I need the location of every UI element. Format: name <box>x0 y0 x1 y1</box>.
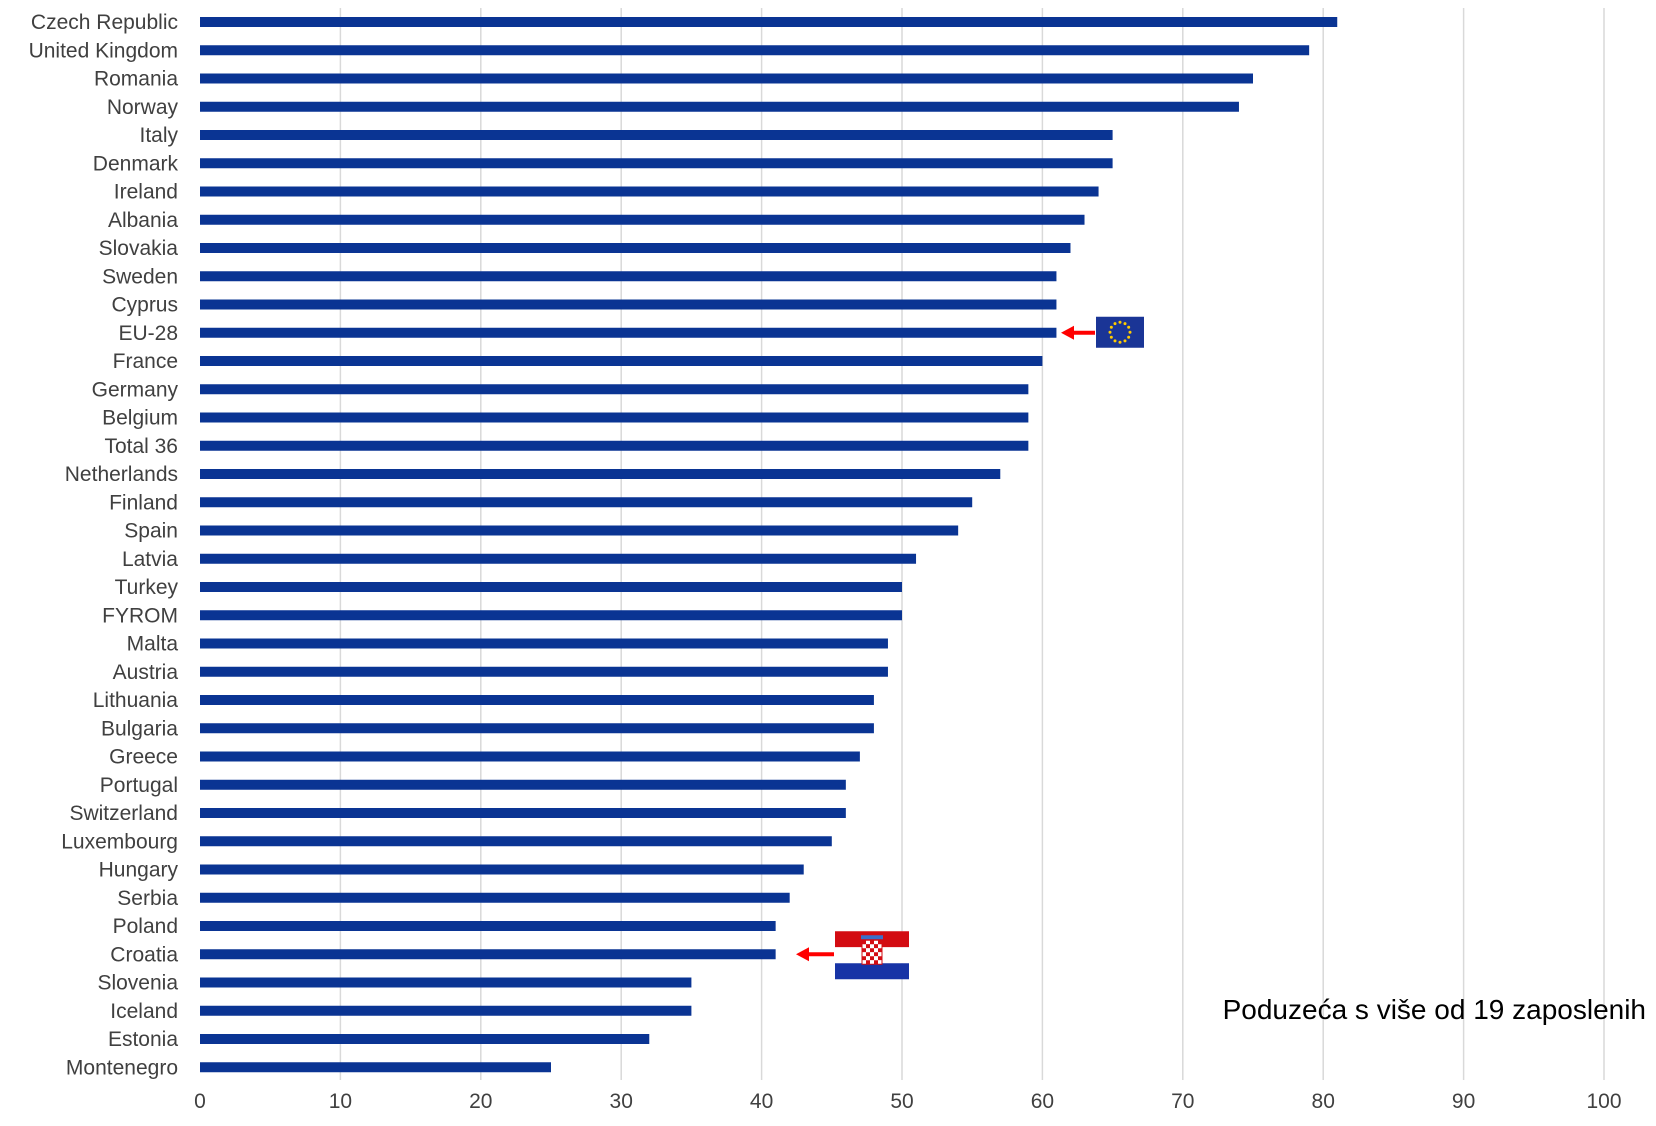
bar <box>200 610 902 621</box>
category-label: Slovenia <box>97 972 178 995</box>
x-tick-label: 0 <box>194 1090 206 1113</box>
bar <box>200 949 776 960</box>
bar <box>200 130 1113 140</box>
x-tick-label: 10 <box>329 1090 352 1113</box>
bar <box>200 271 1057 282</box>
bar <box>200 892 790 903</box>
bar <box>200 666 888 677</box>
bar <box>200 525 959 536</box>
category-label: Total 36 <box>104 435 178 458</box>
category-label: Romania <box>94 68 178 91</box>
bar <box>200 356 1043 366</box>
pointer-arrowhead <box>796 947 809 962</box>
category-label: Cyprus <box>111 294 178 317</box>
bar <box>200 779 846 790</box>
category-label: Iceland <box>110 1000 178 1023</box>
category-label: FYROM <box>102 604 178 627</box>
x-tick-label: 100 <box>1586 1090 1621 1113</box>
bar <box>200 497 973 508</box>
bar <box>200 1034 650 1044</box>
category-label: Portugal <box>100 774 178 797</box>
bar <box>200 1062 551 1073</box>
x-tick-label: 90 <box>1452 1090 1475 1113</box>
bar <box>200 808 846 818</box>
bar <box>200 582 902 592</box>
x-tick-label: 70 <box>1171 1090 1194 1113</box>
x-tick-labels: 0 10 20 30 40 50 60 70 80 90 100 <box>194 1090 1621 1113</box>
category-label: Estonia <box>108 1028 178 1051</box>
category-label: Denmark <box>93 152 179 175</box>
category-label: Sweden <box>102 265 178 288</box>
x-tick-label: 20 <box>469 1090 492 1113</box>
category-label: Finland <box>109 491 178 514</box>
croatia-flag-icon <box>835 931 909 980</box>
category-label: Spain <box>124 520 178 543</box>
category-labels: Czech Republic United Kingdom Romania Norwa… <box>29 11 179 1079</box>
bar <box>200 695 874 705</box>
category-label: Montenegro <box>66 1056 178 1079</box>
category-label: Switzerland <box>69 802 178 825</box>
bar <box>200 384 1029 395</box>
category-label: Czech Republic <box>31 11 178 34</box>
category-label: EU-28 <box>118 322 178 345</box>
category-label: Hungary <box>99 859 179 882</box>
bar <box>200 73 1253 84</box>
category-label: Luxembourg <box>61 830 178 853</box>
bar <box>200 101 1239 112</box>
bar <box>200 1005 692 1016</box>
bar <box>200 638 888 649</box>
bar <box>200 921 776 931</box>
category-label: United Kingdom <box>29 39 178 62</box>
bar <box>200 751 860 762</box>
bar <box>200 158 1113 169</box>
bar <box>200 836 832 847</box>
x-tick-label: 60 <box>1031 1090 1054 1113</box>
highlight-markers <box>796 316 1144 980</box>
category-label: Netherlands <box>65 463 178 486</box>
bar <box>200 469 1001 479</box>
category-label: Greece <box>109 746 178 769</box>
category-label: France <box>113 350 178 373</box>
bar <box>200 864 804 875</box>
category-label: Slovakia <box>99 237 179 260</box>
category-label: Latvia <box>122 548 178 571</box>
bar <box>200 17 1338 27</box>
bar <box>200 977 692 988</box>
category-label: Turkey <box>115 576 179 599</box>
bar <box>200 440 1029 451</box>
bar <box>200 327 1057 338</box>
chart-annotation: Poduzeća s više od 19 zaposlenih <box>1223 994 1646 1025</box>
category-label: Lithuania <box>93 689 179 712</box>
category-label: Austria <box>113 661 179 684</box>
category-label: Italy <box>139 124 178 147</box>
category-label: Poland <box>113 915 178 938</box>
bar <box>200 186 1099 197</box>
x-tick-label: 50 <box>890 1090 913 1113</box>
x-tick-label: 40 <box>750 1090 773 1113</box>
x-tick-label: 30 <box>610 1090 633 1113</box>
x-tick-label: 80 <box>1312 1090 1335 1113</box>
bar <box>200 214 1085 225</box>
category-label: Belgium <box>102 407 178 430</box>
category-label: Germany <box>92 378 179 401</box>
bar <box>200 553 917 564</box>
category-label: Bulgaria <box>101 717 178 740</box>
category-label: Albania <box>108 209 178 232</box>
bar <box>200 299 1057 310</box>
category-label: Malta <box>127 633 179 656</box>
bars <box>200 17 1338 1073</box>
category-label: Serbia <box>117 887 178 910</box>
bar <box>200 412 1029 423</box>
bar <box>200 723 874 734</box>
category-label: Ireland <box>114 181 178 204</box>
category-label: Croatia <box>110 943 178 966</box>
eu-flag-icon <box>1096 316 1144 348</box>
category-label: Norway <box>107 96 179 119</box>
grid-lines <box>339 8 1605 1080</box>
bar <box>200 45 1310 56</box>
pointer-arrowhead <box>1061 325 1074 340</box>
bar <box>200 243 1071 253</box>
